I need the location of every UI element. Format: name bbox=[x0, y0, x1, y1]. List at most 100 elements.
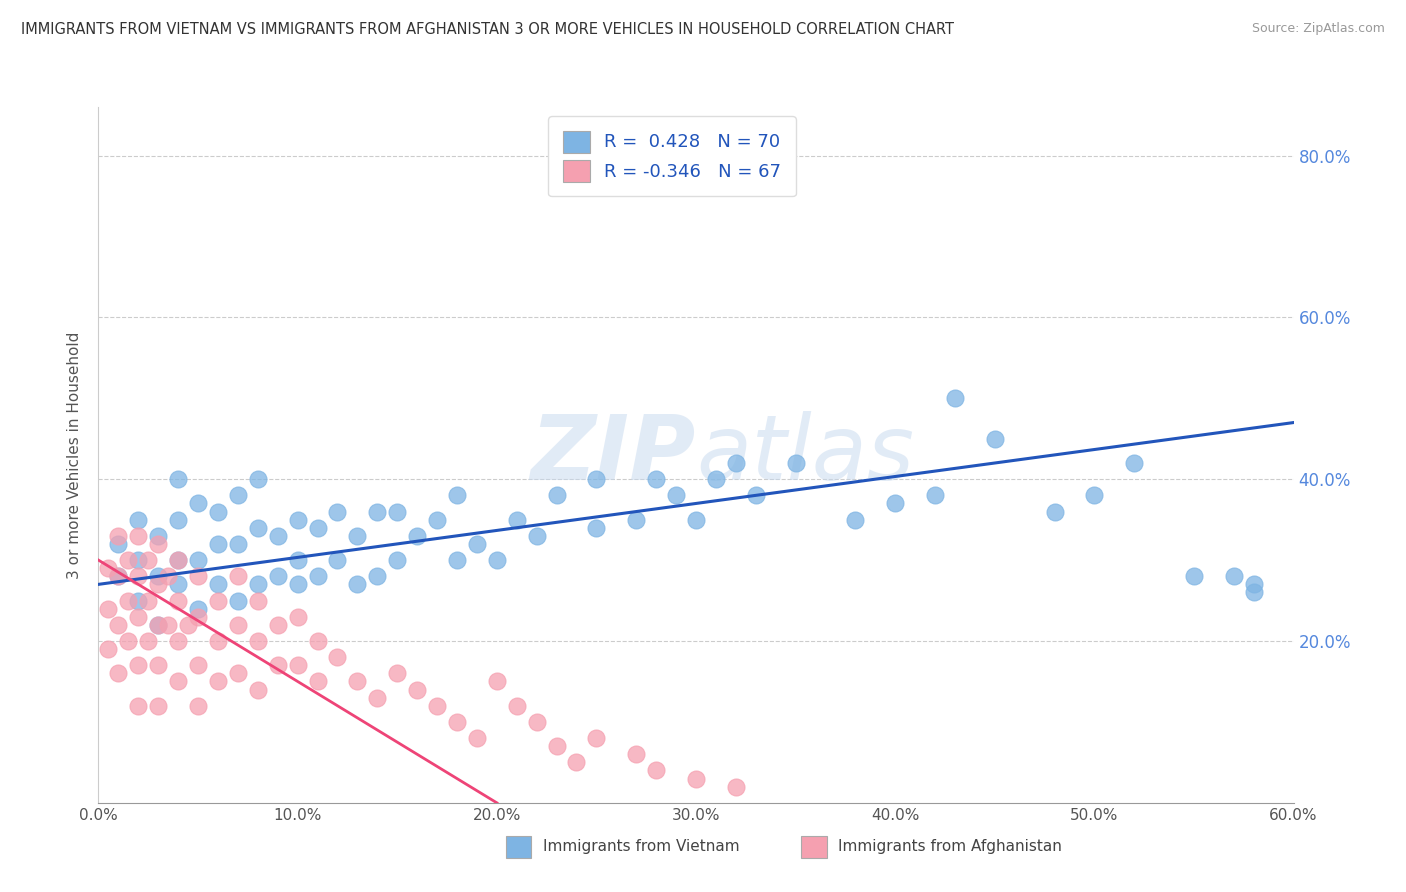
Point bbox=[127, 593, 149, 607]
Point bbox=[187, 553, 209, 567]
Point bbox=[346, 577, 368, 591]
Point bbox=[326, 650, 349, 665]
Point bbox=[366, 690, 388, 705]
Point bbox=[546, 739, 568, 754]
Point bbox=[117, 593, 139, 607]
Point bbox=[1083, 488, 1105, 502]
Legend: R =  0.428   N = 70, R = -0.346   N = 67: R = 0.428 N = 70, R = -0.346 N = 67 bbox=[548, 116, 796, 196]
Point bbox=[546, 488, 568, 502]
Point bbox=[136, 634, 159, 648]
Point bbox=[366, 504, 388, 518]
Point bbox=[127, 658, 149, 673]
Point bbox=[117, 553, 139, 567]
Point bbox=[526, 714, 548, 729]
Point bbox=[1243, 577, 1265, 591]
Point bbox=[187, 609, 209, 624]
Text: IMMIGRANTS FROM VIETNAM VS IMMIGRANTS FROM AFGHANISTAN 3 OR MORE VEHICLES IN HOU: IMMIGRANTS FROM VIETNAM VS IMMIGRANTS FR… bbox=[21, 22, 955, 37]
Point bbox=[207, 674, 229, 689]
Point bbox=[267, 529, 290, 543]
Point bbox=[346, 674, 368, 689]
Point bbox=[148, 537, 170, 551]
Point bbox=[585, 521, 607, 535]
Point bbox=[745, 488, 768, 502]
Point bbox=[446, 714, 468, 729]
Point bbox=[207, 537, 229, 551]
Point bbox=[167, 593, 190, 607]
Point bbox=[107, 529, 129, 543]
Text: Immigrants from Vietnam: Immigrants from Vietnam bbox=[543, 839, 740, 855]
Point bbox=[97, 601, 120, 615]
Point bbox=[984, 432, 1007, 446]
Point bbox=[585, 731, 607, 745]
Point bbox=[157, 617, 180, 632]
Point bbox=[326, 553, 349, 567]
Point bbox=[685, 772, 707, 786]
Point bbox=[148, 617, 170, 632]
Point bbox=[665, 488, 688, 502]
Point bbox=[287, 553, 309, 567]
Point bbox=[446, 488, 468, 502]
Point bbox=[307, 569, 329, 583]
Point bbox=[406, 529, 429, 543]
Point bbox=[385, 553, 409, 567]
Point bbox=[226, 569, 249, 583]
Point bbox=[943, 392, 966, 406]
Point bbox=[127, 569, 149, 583]
Point bbox=[645, 472, 668, 486]
Point bbox=[287, 577, 309, 591]
Point bbox=[326, 504, 349, 518]
Point bbox=[226, 488, 249, 502]
Point bbox=[1243, 585, 1265, 599]
Point bbox=[485, 553, 508, 567]
FancyBboxPatch shape bbox=[506, 836, 531, 858]
Point bbox=[187, 601, 209, 615]
Point bbox=[136, 593, 159, 607]
Point bbox=[226, 537, 249, 551]
Point bbox=[207, 634, 229, 648]
Point bbox=[426, 698, 449, 713]
Point bbox=[167, 553, 190, 567]
Text: atlas: atlas bbox=[696, 411, 914, 499]
Point bbox=[884, 496, 907, 510]
Point bbox=[136, 553, 159, 567]
Point bbox=[287, 513, 309, 527]
Point bbox=[385, 666, 409, 681]
Point bbox=[107, 569, 129, 583]
Point bbox=[148, 617, 170, 632]
Point bbox=[148, 658, 170, 673]
Point bbox=[526, 529, 548, 543]
Point bbox=[226, 593, 249, 607]
Point bbox=[1123, 456, 1146, 470]
Point bbox=[226, 666, 249, 681]
Point bbox=[307, 521, 329, 535]
Point bbox=[506, 698, 529, 713]
Point bbox=[148, 569, 170, 583]
Point bbox=[167, 634, 190, 648]
Point bbox=[287, 609, 309, 624]
Text: ZIP: ZIP bbox=[530, 411, 696, 499]
Point bbox=[207, 577, 229, 591]
Point bbox=[246, 521, 269, 535]
Point bbox=[1223, 569, 1246, 583]
Point bbox=[406, 682, 429, 697]
Point bbox=[724, 456, 747, 470]
Point bbox=[107, 617, 129, 632]
Point bbox=[148, 529, 170, 543]
Point bbox=[207, 504, 229, 518]
Point bbox=[177, 617, 200, 632]
Point bbox=[127, 698, 149, 713]
Text: Immigrants from Afghanistan: Immigrants from Afghanistan bbox=[838, 839, 1062, 855]
Point bbox=[127, 553, 149, 567]
Point bbox=[167, 513, 190, 527]
Point bbox=[485, 674, 508, 689]
Point bbox=[585, 472, 607, 486]
Point bbox=[117, 634, 139, 648]
Point bbox=[107, 666, 129, 681]
Point bbox=[187, 658, 209, 673]
Point bbox=[127, 609, 149, 624]
Point bbox=[287, 658, 309, 673]
Point bbox=[565, 756, 588, 770]
Point bbox=[246, 472, 269, 486]
Point bbox=[246, 634, 269, 648]
Point bbox=[157, 569, 180, 583]
